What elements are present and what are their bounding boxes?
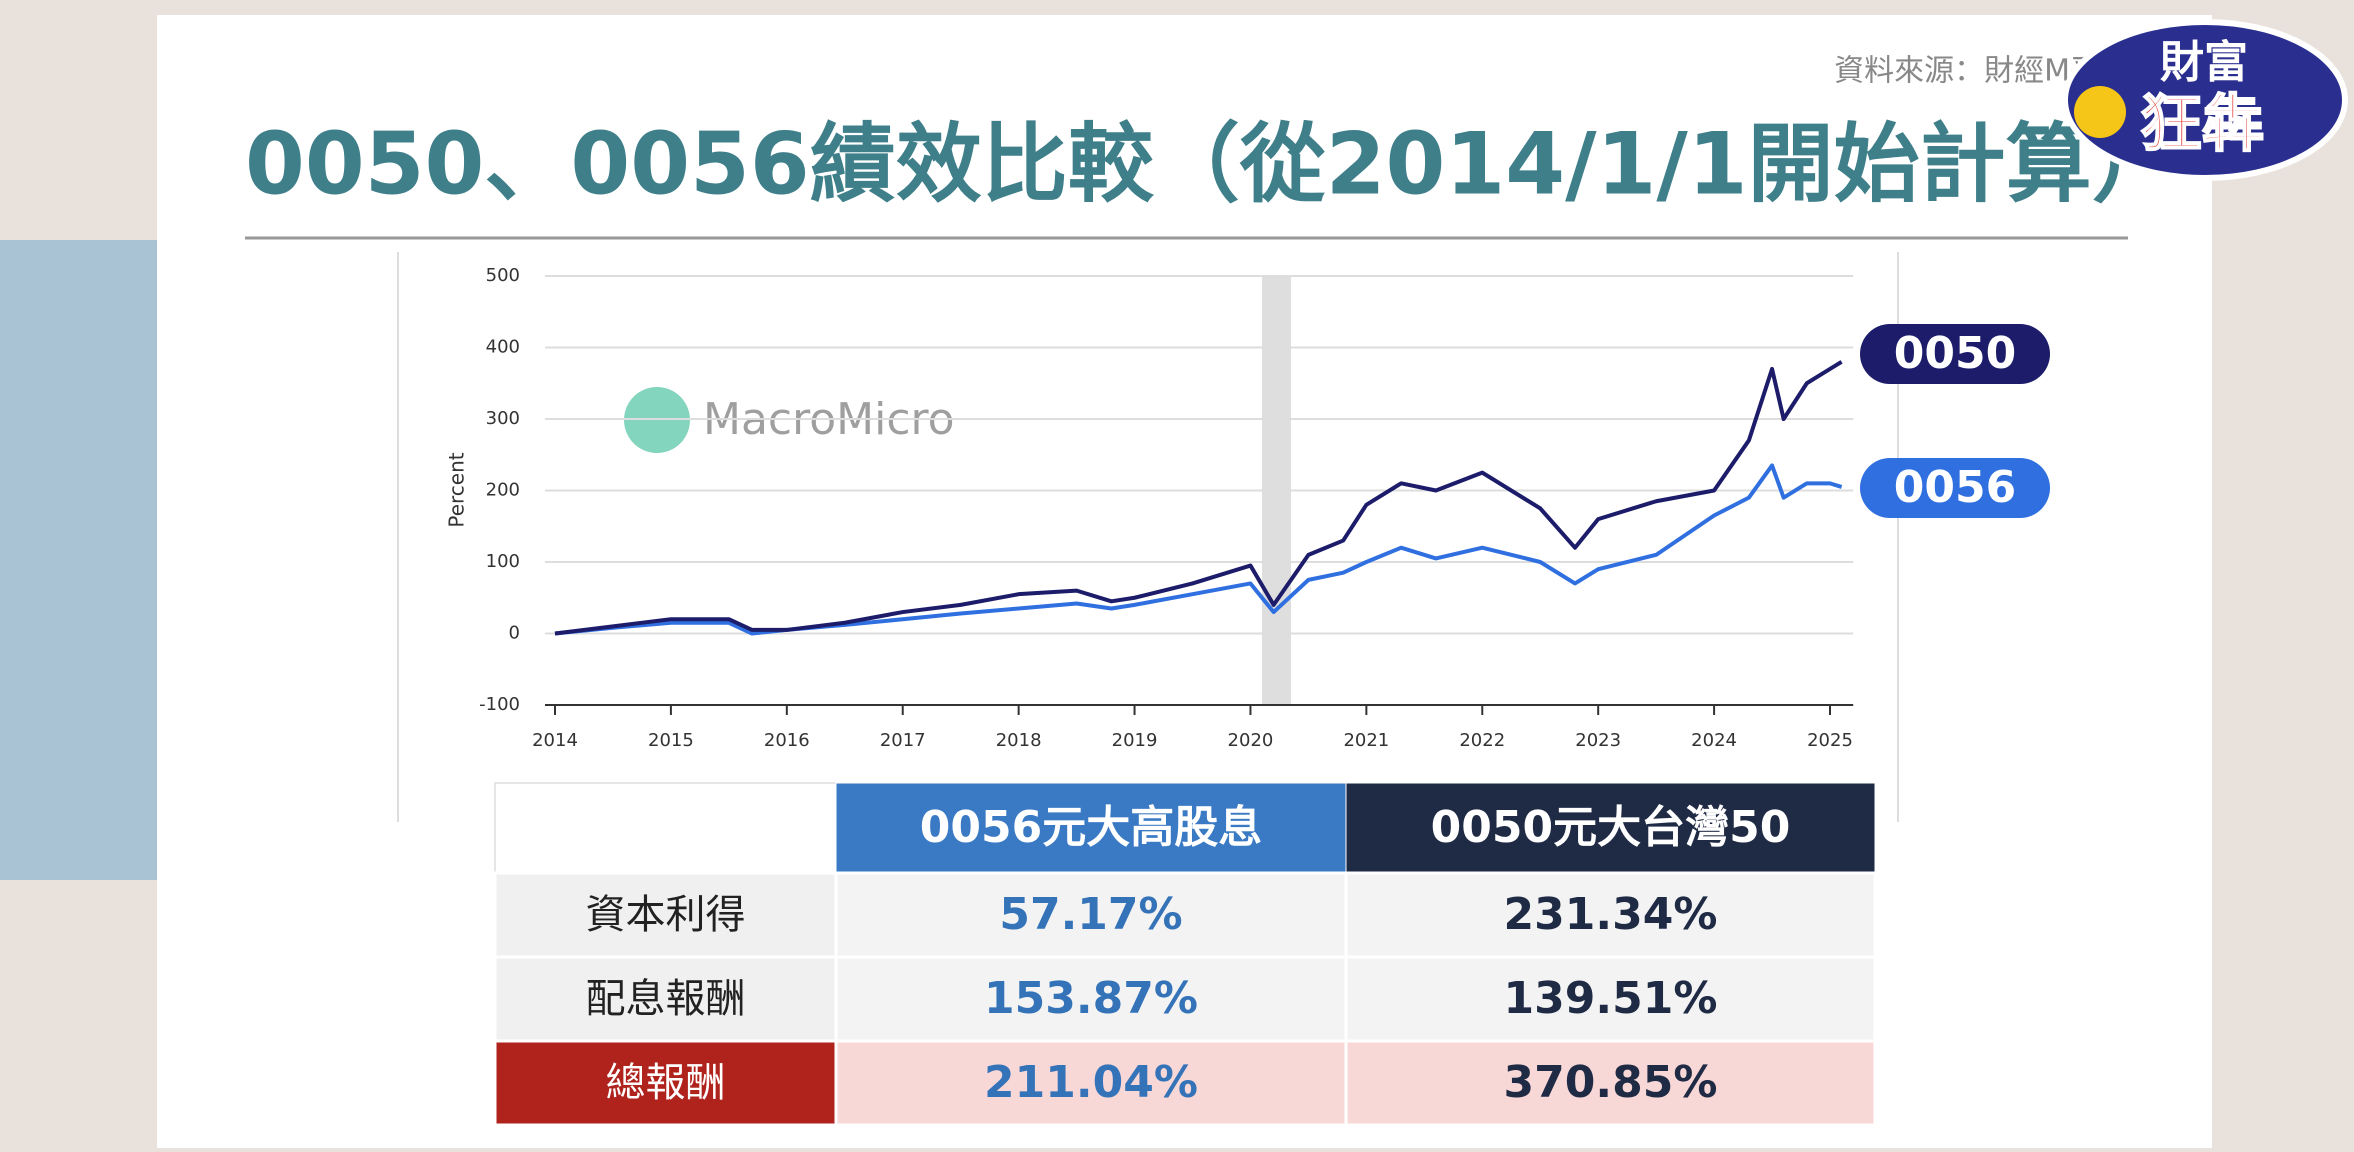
series-badge bbox=[1860, 324, 2050, 384]
header-text: 0056元大高股息 bbox=[920, 802, 1262, 853]
x-tick-label: 2025 bbox=[1807, 730, 1853, 751]
header-text: 0050元大台灣50 bbox=[1431, 802, 1791, 853]
table-corner bbox=[494, 782, 837, 874]
series-badge bbox=[1860, 458, 2050, 518]
y-tick-label: 400 bbox=[486, 337, 520, 358]
x-tick-label: 2019 bbox=[1112, 730, 1158, 751]
logo-badge bbox=[2062, 19, 2348, 181]
cell bbox=[1344, 1039, 1877, 1127]
y-tick-label: 200 bbox=[486, 480, 520, 501]
table: 0056元大高股息 0050元大台灣50 資本利得 57.17% 231.34% 配息報酬… bbox=[493, 782, 1877, 1127]
cell bbox=[1344, 871, 1877, 959]
x-tick-label: 2020 bbox=[1228, 730, 1274, 751]
series-line bbox=[554, 360, 1843, 636]
y-tick-label: -100 bbox=[479, 694, 520, 715]
y-tick-label: 100 bbox=[486, 551, 520, 572]
cell bbox=[1344, 955, 1877, 1043]
cell-value: 57.17% bbox=[999, 889, 1182, 940]
x-tick-label: 2015 bbox=[648, 730, 694, 751]
background-blur bbox=[0, 240, 157, 880]
cell-value: 211.04% bbox=[984, 1057, 1198, 1108]
header-cell bbox=[835, 782, 1347, 874]
x-tick-label: 2017 bbox=[880, 730, 926, 751]
row-label: 總報酬 bbox=[606, 1060, 726, 1106]
cell bbox=[493, 1039, 838, 1127]
cell bbox=[493, 955, 838, 1043]
cell-value: 139.51% bbox=[1504, 973, 1718, 1024]
cell-value: 231.34% bbox=[1504, 889, 1718, 940]
x-tick-label: 2023 bbox=[1575, 730, 1621, 751]
cell bbox=[834, 1039, 1348, 1127]
legend-label: 0050 bbox=[1894, 328, 2016, 379]
logo-text: 財富 bbox=[2160, 37, 2248, 88]
y-tick-label: 0 bbox=[509, 623, 520, 644]
legend-label: 0056 bbox=[1894, 462, 2016, 513]
x-tick-label: 2022 bbox=[1459, 730, 1505, 751]
x-tick-label: 2014 bbox=[532, 730, 578, 751]
x-tick-label: 2016 bbox=[764, 730, 810, 751]
cell-value: 370.85% bbox=[1504, 1057, 1718, 1108]
row-label: 資本利得 bbox=[586, 892, 746, 938]
x-tick-label: 2024 bbox=[1691, 730, 1737, 751]
y-axis-label: Percent bbox=[445, 452, 469, 527]
logo: 財富 狂犇 bbox=[2062, 19, 2348, 181]
logo-text: 狂犇 bbox=[2140, 87, 2264, 160]
plot: -100 0 100 200 300 400 500 2014 2015 2016 2017 2018… bbox=[479, 265, 2050, 751]
row-label: 配息報酬 bbox=[586, 976, 746, 1022]
logo-coin bbox=[2074, 86, 2126, 138]
y-tick-label: 500 bbox=[486, 265, 520, 286]
cell bbox=[493, 871, 838, 959]
x-tick-label: 2018 bbox=[996, 730, 1042, 751]
slide-title: 0050、0056績效比較（從2014/1/1開始計算） bbox=[245, 114, 2178, 214]
x-tick-label: 2021 bbox=[1343, 730, 1389, 751]
cell-value: 153.87% bbox=[984, 973, 1198, 1024]
header-cell bbox=[1345, 782, 1876, 874]
y-tick-label: 300 bbox=[486, 408, 520, 429]
source: 資料來源：財經M平 bbox=[1834, 54, 2100, 89]
